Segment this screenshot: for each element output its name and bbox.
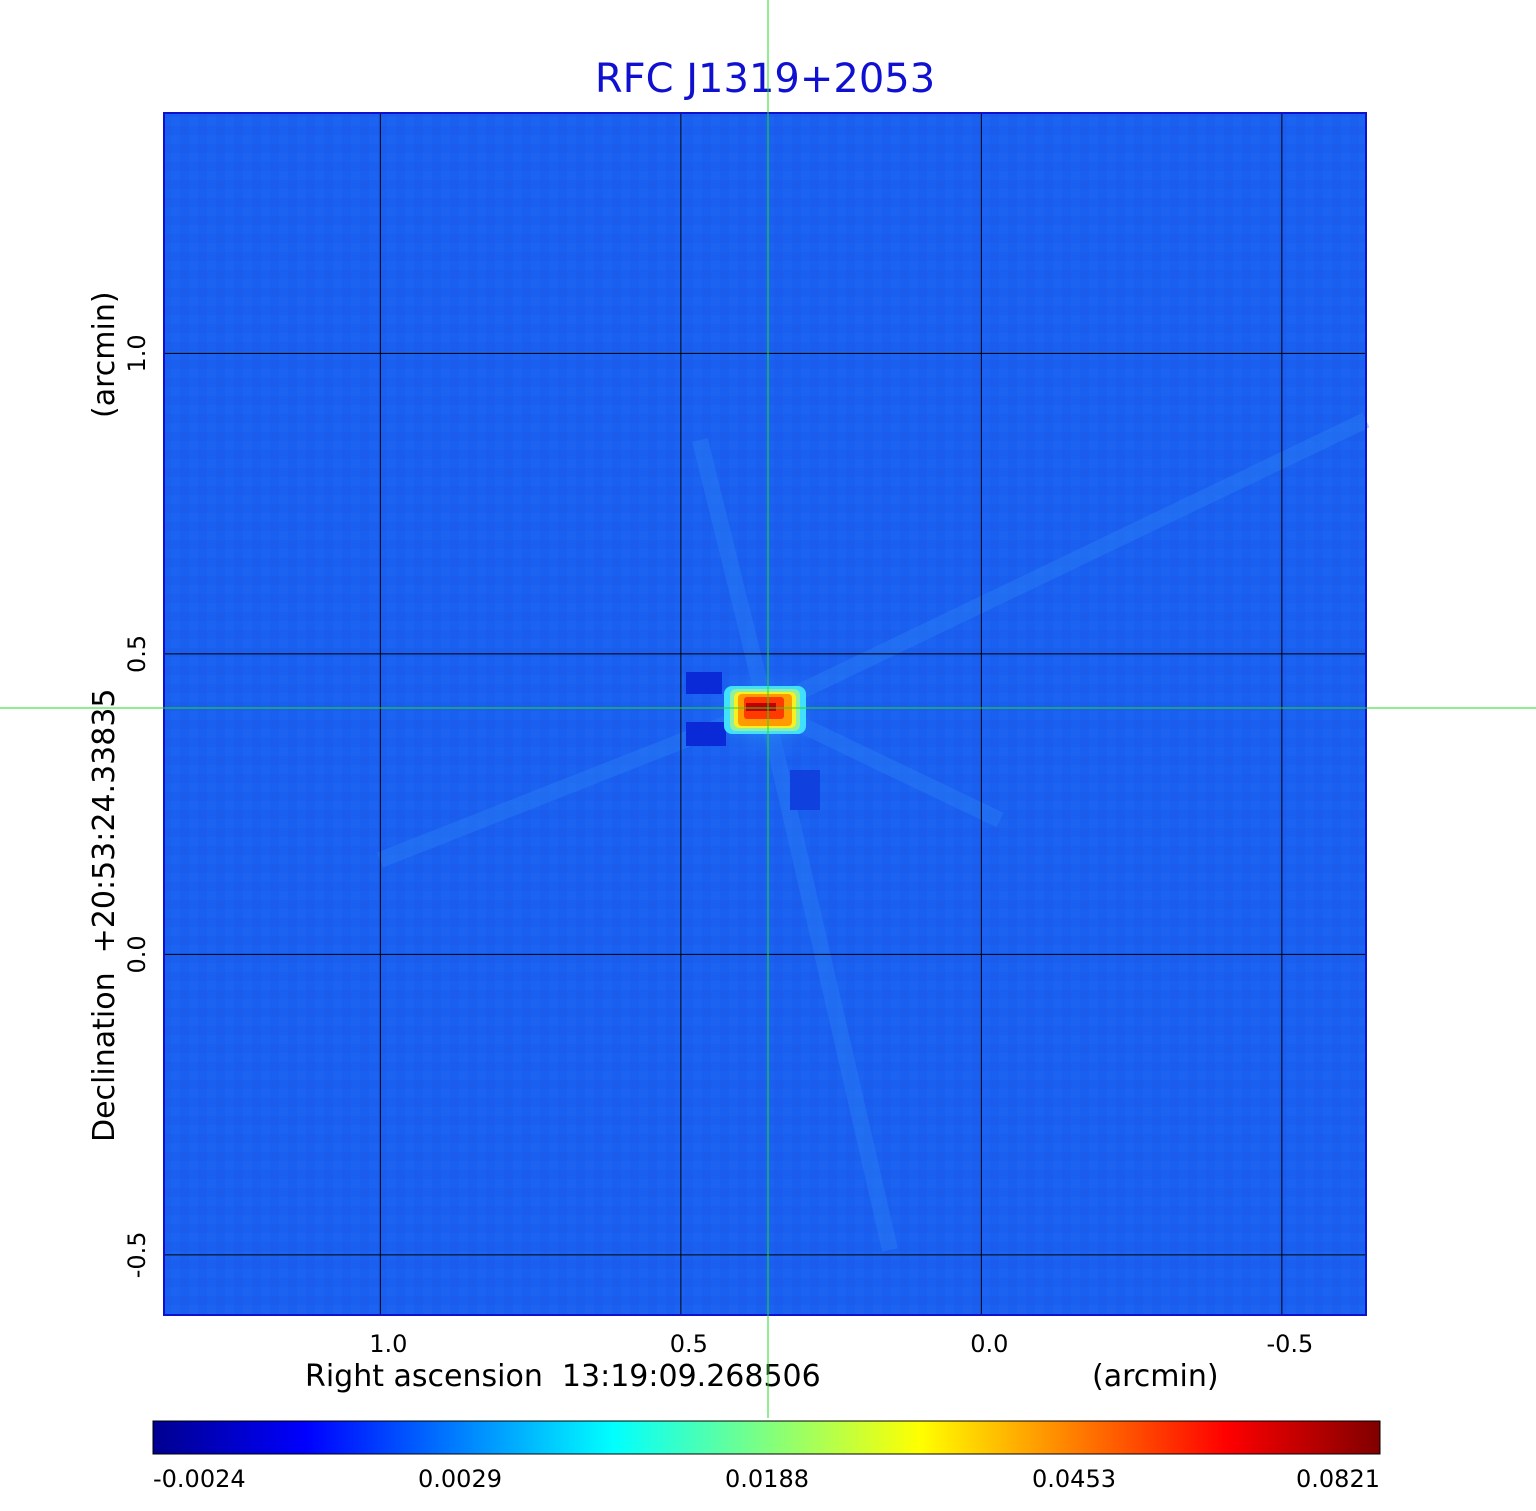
chart-title: RFC J1319+2053 — [595, 56, 935, 102]
y-tick-label: 0.0 — [123, 935, 151, 973]
plot-frame — [163, 112, 1367, 1316]
source-peak — [724, 686, 806, 734]
colorbar-tick-labels: -0.0024 0.0029 0.0188 0.0453 0.0821 — [153, 1465, 1380, 1493]
x-axis-label: Right ascension 13:19:09.268506 — [305, 1359, 821, 1394]
y-tick-label: 1.0 — [123, 334, 151, 372]
y-tick-label: -0.5 — [123, 1231, 151, 1278]
y-axis-unit: (arcmin) — [87, 291, 122, 418]
negative-lobe-right — [790, 770, 820, 810]
colorbar-tick-label: 0.0188 — [725, 1465, 809, 1493]
x-tick-label: 0.5 — [670, 1330, 708, 1358]
x-axis-unit: (arcmin) — [1092, 1359, 1219, 1394]
x-tick-label: 0.0 — [970, 1330, 1008, 1358]
crosshair — [0, 0, 1536, 1418]
x-tick-label: -0.5 — [1266, 1330, 1313, 1358]
x-tick-labels: 1.0 0.5 0.0 -0.5 — [369, 1330, 1313, 1358]
y-tick-labels: 1.0 0.5 0.0 -0.5 — [123, 334, 151, 1278]
colorbar-tick-label: 0.0029 — [418, 1465, 502, 1493]
colorbar-tick-label: -0.0024 — [153, 1465, 246, 1493]
grid-lines — [164, 113, 1366, 1315]
colorbar-tick-label: 0.0453 — [1032, 1465, 1116, 1493]
colorbar-tick-label: 0.0821 — [1296, 1465, 1380, 1493]
y-axis-label: Declination +20:53:24.33835 — [87, 688, 122, 1142]
x-tick-label: 1.0 — [369, 1330, 407, 1358]
plot-area — [163, 112, 1370, 1316]
negative-lobe-upper — [686, 672, 722, 694]
colorbar: -0.0024 0.0029 0.0188 0.0453 0.0821 — [152, 1420, 1381, 1493]
colorbar-gradient — [152, 1420, 1381, 1455]
y-tick-label: 0.5 — [123, 635, 151, 673]
negative-lobe-lower — [686, 722, 726, 746]
